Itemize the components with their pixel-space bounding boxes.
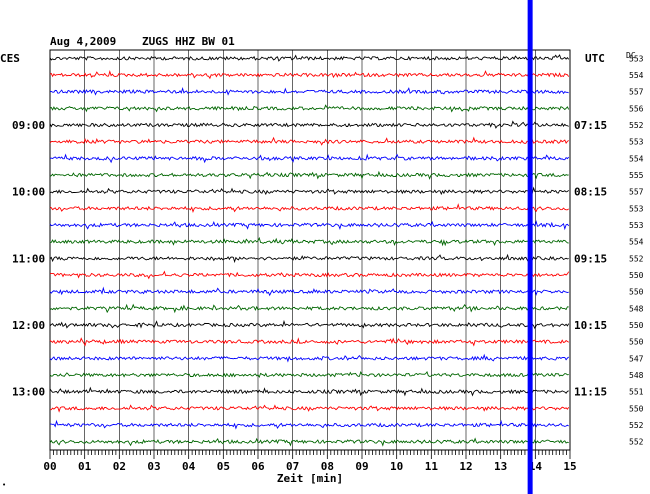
corner-mark: • (2, 481, 6, 489)
seismic-trace (49, 253, 569, 264)
x-tick-label: 10 (390, 460, 403, 473)
event-marker-group (527, 0, 533, 494)
seismic-trace (49, 186, 570, 196)
dc-value-label: 550 (629, 404, 644, 413)
axis-label-group: 00 01 02 03 04 05 06 07 08 09 10 11 12 13 14 1555355455… (12, 54, 644, 473)
x-tick-label: 02 (113, 460, 126, 473)
dc-value-label: 552 (629, 438, 644, 447)
x-tick-label: 05 (217, 460, 230, 473)
dc-value-label: 553 (629, 221, 644, 230)
seismic-trace (49, 286, 569, 297)
seismic-trace (49, 353, 569, 363)
left-time-label: 09:00 (12, 119, 45, 132)
left-time-label: 13:00 (12, 386, 45, 399)
dc-value-label: 554 (629, 71, 644, 80)
dc-value-label: 550 (629, 271, 644, 280)
x-tick-label: 11 (425, 460, 439, 473)
seismic-trace (49, 86, 569, 96)
dc-value-label: 554 (629, 154, 644, 163)
seismic-trace (49, 236, 569, 247)
right-time-label: 08:15 (574, 186, 607, 199)
dc-value-label: 548 (629, 371, 644, 380)
right-time-label: 07:15 (574, 119, 607, 132)
seismic-trace (49, 104, 570, 113)
seismic-trace (49, 170, 569, 180)
dc-value-label: 553 (629, 138, 644, 147)
x-tick-label: 04 (182, 460, 196, 473)
right-time-label: 09:15 (574, 252, 607, 265)
dc-value-label: 547 (629, 354, 644, 363)
dc-value-label: 555 (629, 171, 644, 180)
seismic-trace (49, 203, 569, 213)
seismic-trace (49, 120, 569, 129)
seismic-trace (49, 270, 570, 280)
seismic-trace (50, 404, 570, 413)
plot-frame (49, 49, 571, 451)
seismic-trace (49, 319, 570, 330)
dc-label: DC (626, 51, 636, 60)
seismic-trace (49, 386, 569, 397)
event-marker-line (527, 0, 533, 494)
dc-value-label: 557 (629, 88, 644, 97)
dc-value-label: 552 (629, 254, 644, 263)
dc-value-label: 548 (629, 304, 644, 313)
x-tick-label: 00 (43, 460, 56, 473)
dc-value-label: 554 (629, 238, 644, 247)
grid-lines (49, 49, 571, 459)
x-tick-label: 01 (78, 460, 92, 473)
dc-value-label: 550 (629, 338, 644, 347)
dc-value-label: 550 (629, 288, 644, 297)
seismic-trace (49, 437, 569, 447)
dc-value-label: 552 (629, 421, 644, 430)
trace-group (49, 54, 570, 447)
dc-value-label: 553 (629, 54, 644, 63)
right-timezone-label: UTC (585, 52, 605, 65)
seismic-trace (50, 419, 569, 430)
dc-value-label: 552 (629, 121, 644, 130)
seismic-trace (49, 54, 570, 63)
x-tick-label: 08 (321, 460, 334, 473)
station-label: ZUGS HHZ BW 01 (142, 35, 235, 48)
dc-value-label: 557 (629, 188, 644, 197)
seismic-trace (49, 69, 570, 80)
seismic-trace (49, 337, 569, 347)
x-tick-label: 12 (459, 460, 472, 473)
x-tick-label: 06 (251, 460, 265, 473)
x-tick-label: 07 (286, 460, 299, 473)
date-label: Aug 4,2009 (50, 35, 116, 48)
right-time-label: 11:15 (574, 386, 607, 399)
dc-value-label: 556 (629, 104, 644, 113)
dc-value-label: 551 (629, 388, 644, 397)
x-tick-label: 13 (494, 460, 507, 473)
right-time-label: 10:15 (574, 319, 607, 332)
x-tick-label: 03 (147, 460, 160, 473)
left-time-label: 10:00 (12, 186, 45, 199)
seismic-trace (49, 370, 569, 379)
dc-value-label: 553 (629, 204, 644, 213)
x-tick-label: 09 (355, 460, 368, 473)
seismic-trace (49, 153, 570, 164)
x-tick-label: 15 (563, 460, 576, 473)
seismic-trace (49, 136, 569, 146)
dc-value-label: 550 (629, 321, 644, 330)
left-time-label: 11:00 (12, 252, 45, 265)
left-timezone-label: CES (0, 52, 20, 65)
left-time-label: 12:00 (12, 319, 45, 332)
seismic-trace (49, 303, 569, 314)
seismic-trace (49, 220, 570, 231)
x-axis-title: Zeit [min] (277, 472, 343, 485)
